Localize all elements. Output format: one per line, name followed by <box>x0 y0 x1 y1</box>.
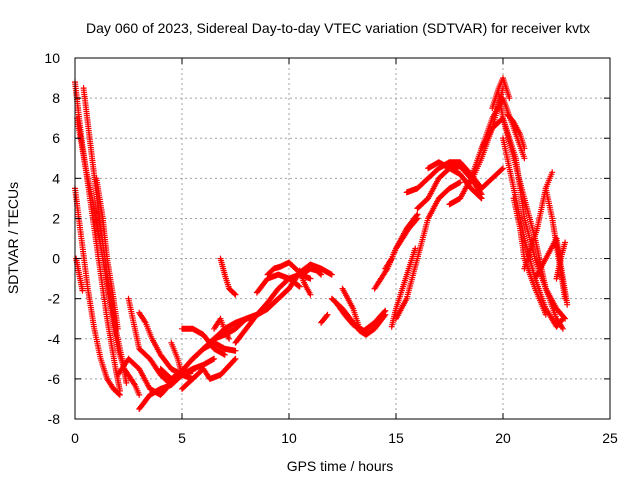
marker-path-track-af <box>393 179 464 322</box>
series-track-f <box>93 175 121 332</box>
x-tick-label: 5 <box>178 430 186 446</box>
marker-path-track-au <box>542 185 569 302</box>
x-tick-label: 0 <box>71 430 79 446</box>
x-axis-title: GPS time / hours <box>287 458 394 474</box>
series-track-am <box>489 75 513 112</box>
y-tick-label: 4 <box>52 170 60 186</box>
series-track-w <box>296 267 314 298</box>
y-axis-title: SDTVAR / TECUs <box>5 182 21 294</box>
y-tick-label: 0 <box>52 251 60 267</box>
chart-title: Day 060 of 2023, Sidereal Day-to-day VTE… <box>86 20 590 36</box>
marker-path-track-f <box>93 175 121 332</box>
x-tick-label: 15 <box>388 430 404 446</box>
series-track-u <box>253 271 303 296</box>
series-track-y <box>318 311 331 326</box>
marker-path-track-q <box>211 315 233 342</box>
series-track-ai <box>425 159 485 202</box>
marker-path-track-x <box>307 261 335 278</box>
data-points <box>72 75 571 412</box>
series-track-au <box>542 185 569 302</box>
series-track-h <box>125 295 175 388</box>
y-tick-label: 10 <box>44 50 60 66</box>
y-tick-label: -6 <box>48 371 61 387</box>
series-track-af <box>393 179 464 322</box>
marker-path-track-am <box>489 75 513 112</box>
y-tick-label: -2 <box>48 291 61 307</box>
plot-frame <box>74 57 611 420</box>
y-tick-label: 6 <box>52 130 60 146</box>
series-track-x <box>307 261 335 278</box>
x-tick-label: 20 <box>495 430 511 446</box>
series-track-m <box>179 355 239 392</box>
series-track-q <box>211 315 233 342</box>
series-track-r <box>217 255 239 298</box>
series-track-ad <box>382 215 421 272</box>
marker-path-track-l <box>168 339 196 382</box>
y-tick-label: -8 <box>48 411 61 427</box>
series-track-an <box>495 91 569 322</box>
marker-path-track-w <box>296 267 314 298</box>
x-tick-label: 25 <box>602 430 618 446</box>
marker-path-track-y <box>318 311 331 326</box>
series-track-aq <box>504 111 528 152</box>
marker-path-track-an <box>495 91 569 322</box>
y-tick-label: 8 <box>52 90 60 106</box>
marker-path-track-u <box>253 271 303 296</box>
marker-path-track-h <box>125 295 175 388</box>
marker-path-track-m <box>179 355 239 392</box>
y-tick-label: -4 <box>48 331 61 347</box>
marker-path-track-aq <box>504 111 528 152</box>
series-track-l <box>168 339 196 382</box>
marker-path-track-ai <box>425 159 485 202</box>
y-axis: -8 -6 -4 -2 0 2 4 6 8 10 <box>44 50 610 427</box>
marker-path-track-r <box>217 255 239 298</box>
marker-path-track-ab <box>339 285 363 332</box>
x-tick-label: 10 <box>281 430 297 446</box>
x-axis: 0 5 10 15 20 25 <box>71 58 618 446</box>
marker-path-track-ad <box>382 215 421 272</box>
series-track-ab <box>339 285 363 332</box>
y-tick-label: 2 <box>52 210 60 226</box>
